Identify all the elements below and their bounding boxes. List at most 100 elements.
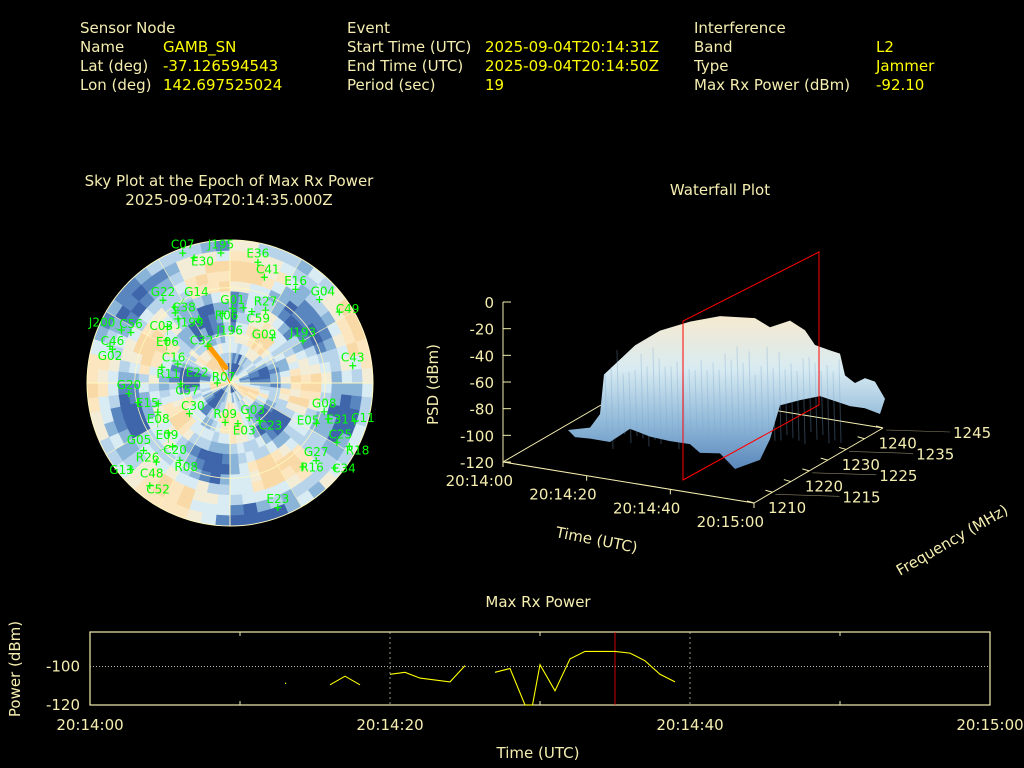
sky-grid [86, 239, 374, 527]
satellite-marker [185, 410, 193, 418]
satellite-label: C56 [119, 317, 143, 331]
satellite-label: C30 [181, 399, 205, 413]
satellite-r26: R26 [136, 443, 177, 465]
psd-tick-label: -120 [460, 454, 494, 472]
interference-title: Interference [694, 19, 786, 37]
x-tick-label: 20:14:00 [56, 716, 123, 734]
surface-ridge [718, 369, 722, 434]
waterfall-title: Waterfall Plot [669, 181, 771, 199]
azimuth-spoke [158, 259, 231, 384]
satellite-label: G22 [151, 285, 176, 299]
sky-plot-subtitle: 2025-09-04T20:14:35.000Z [125, 191, 333, 209]
satellite-marker [195, 315, 203, 323]
satellite-label: C32 [190, 333, 214, 347]
satellite-marker [177, 380, 185, 388]
satellite-label: G27 [304, 445, 329, 459]
satellite-label: R07 [212, 370, 236, 384]
satellite-label: C59 [246, 311, 270, 325]
psd-tick-label: -40 [470, 347, 495, 365]
satellite-marker [106, 342, 114, 350]
satellite-c23: C23 [255, 417, 282, 433]
psd-tick-label: -80 [470, 401, 495, 419]
satellite-label: J195 [207, 238, 234, 252]
satellite-r16: R16 [299, 460, 324, 474]
satellite-g03: G03 [240, 403, 265, 422]
band-value: L2 [876, 38, 894, 56]
azimuth-spoke [229, 382, 354, 455]
satellite-marker [174, 315, 182, 323]
satellite-label: C16 [162, 351, 186, 365]
satellite-marker [312, 419, 320, 427]
satellite-marker [320, 408, 328, 416]
heatmap-cell [87, 382, 99, 399]
surface-ridge [838, 359, 842, 443]
surface-ridge [736, 346, 740, 432]
satellite-e15: E15 [134, 396, 159, 410]
max-rx-power-value: -92.10 [876, 76, 925, 94]
frequency-tick-label: 1210 [768, 499, 806, 517]
jammer-direction [206, 343, 231, 384]
satellite-e23: E23 [266, 492, 289, 512]
sky-plot-title: Sky Plot at the Epoch of Max Rx Power [84, 172, 374, 190]
start-time-value: 2025-09-04T20:14:31Z [485, 38, 659, 56]
y-axis-label: Power (dBm) [6, 621, 24, 717]
satellite-marker [335, 308, 343, 316]
frequency-tick-leader [885, 429, 951, 433]
azimuth-spoke [229, 259, 302, 384]
satellite-label: C43 [341, 350, 365, 364]
time-tick-label: 20:14:00 [446, 472, 513, 490]
frequency-tick-label: 1225 [879, 467, 917, 485]
surface-ridge [700, 360, 704, 434]
satellite-e36: E36 [246, 247, 269, 266]
satellite-r09: R09 [213, 407, 237, 426]
satellite-e30: E30 [190, 254, 214, 269]
surface-ridge [622, 373, 626, 435]
satellite-label: C11 [351, 411, 375, 425]
type-value: Jammer [876, 57, 935, 75]
surface-ridge [772, 368, 776, 441]
end-time-value: 2025-09-04T20:14:50Z [485, 57, 659, 75]
satellite-label: E16 [284, 274, 307, 288]
satellite-label: G13 [109, 463, 134, 477]
satellite-label: R06 [215, 308, 239, 322]
satellite-c32: C32 [190, 333, 214, 350]
surface-ridge [784, 369, 788, 435]
surface-ridge [832, 371, 836, 441]
satellite-marker [325, 415, 333, 423]
time-axis [502, 461, 755, 504]
satellite-c57: C57 [175, 380, 199, 398]
satellite-e03: E03 [233, 420, 256, 437]
satellite-marker [351, 417, 359, 425]
satellite-marker [262, 306, 270, 314]
surface-ridge [802, 358, 806, 445]
satellite-c34: C34 [331, 462, 356, 476]
satellite-label: R18 [346, 443, 370, 457]
psd-tick-label: -20 [470, 321, 495, 339]
satellite-marker [126, 466, 134, 474]
frequency-tick-label: 1215 [842, 488, 880, 506]
satellite-j200: J200 [88, 316, 125, 334]
period-label: Period (sec) [347, 76, 436, 94]
satellite-label: R27 [254, 295, 278, 309]
satellite-marker [255, 417, 263, 425]
surface-ridge [658, 358, 662, 444]
azimuth-spoke [229, 311, 354, 384]
satellite-marker [217, 249, 225, 257]
satellite-c16: C16 [162, 336, 186, 365]
sensor-node-title: Sensor Node [80, 19, 176, 37]
surface-ridge [796, 370, 800, 441]
satellite-c48: C48 [140, 458, 164, 481]
satellite-marker [176, 456, 184, 464]
lon-label: Lon (deg) [80, 76, 152, 94]
frequency-tick-label: 1235 [916, 445, 954, 463]
satellite-marker [158, 363, 166, 371]
satellite-label: E03 [233, 423, 256, 437]
power-line-segment [494, 650, 676, 706]
azimuth-spoke [106, 311, 231, 384]
frequency-tick-leader [775, 493, 840, 497]
psd-tick-label: -60 [470, 374, 495, 392]
satellite-j193: J193 [289, 325, 316, 345]
